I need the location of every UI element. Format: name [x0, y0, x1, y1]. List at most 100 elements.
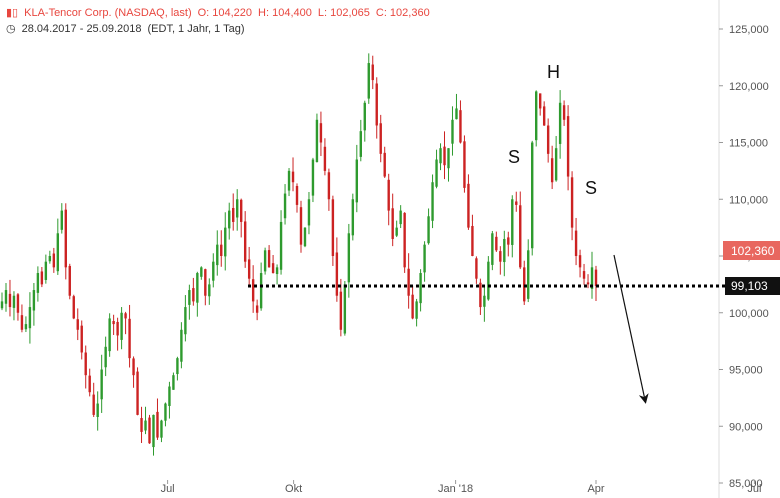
right-shoulder-label: S: [585, 178, 597, 198]
candle-body: [236, 199, 239, 218]
candle-body: [546, 125, 550, 154]
candle-body: [507, 237, 510, 245]
candle-body: [192, 288, 195, 302]
candle-body: [574, 230, 578, 256]
time-tick-label: Okt: [285, 483, 302, 495]
candle-body: [188, 290, 191, 305]
candle-body: [423, 244, 426, 273]
candle-body: [144, 420, 147, 431]
candle-body: [479, 282, 482, 308]
candle-body: [60, 210, 63, 230]
candle-body: [379, 123, 382, 154]
candle-body: [267, 250, 271, 268]
open-value: O: 104,220: [197, 7, 253, 19]
candle-body: [495, 236, 498, 251]
candle-body: [128, 318, 131, 359]
candle-body: [319, 123, 323, 143]
candle-body: [519, 205, 522, 268]
candle-body: [467, 183, 470, 228]
candle-body: [391, 208, 394, 239]
candle-body: [399, 210, 402, 225]
candle-body: [503, 238, 506, 263]
candle-body: [335, 252, 339, 296]
high-value: H: 104,400: [258, 7, 312, 19]
last-price-label: 102,360: [731, 244, 775, 258]
candle-body: [367, 63, 370, 99]
candle-body: [52, 253, 56, 268]
candle-body: [176, 358, 179, 375]
close-value: C: 102,360: [375, 7, 430, 19]
price-tick-label: 125,000: [729, 24, 769, 36]
chart-title: KLA-Tencor Corp. (NASDAQ, last): [24, 7, 192, 19]
candle-body: [287, 170, 291, 191]
candle-body: [311, 159, 315, 196]
candle-body: [36, 273, 40, 293]
candle-body: [550, 158, 554, 183]
price-tick-label: 120,000: [729, 81, 769, 93]
clock-icon: ◷: [6, 23, 16, 35]
price-tick-label: 110,000: [729, 194, 768, 206]
candle-body: [439, 148, 442, 164]
candle-body: [427, 216, 430, 244]
candle-body: [531, 142, 534, 249]
candle-body: [323, 146, 327, 171]
candle-body: [96, 403, 99, 417]
candle-body: [582, 271, 586, 279]
chart-subheader: ◷ 28.04.2017 - 25.09.2018 (EDT, 1 Jahr, 1 …: [6, 22, 251, 35]
candle-body: [0, 301, 4, 309]
candle-body: [40, 271, 44, 285]
candle-body: [347, 233, 351, 283]
price-tick-label: 90,000: [729, 421, 763, 433]
candle-body: [554, 148, 558, 181]
candle-body: [562, 105, 566, 120]
candle-body: [307, 199, 311, 226]
support-price-tag: [725, 277, 780, 295]
low-value: L: 102,065: [317, 7, 370, 19]
candle-body: [499, 251, 502, 262]
candle-body: [132, 358, 135, 376]
candle-body: [243, 221, 247, 262]
candle-body: [64, 209, 67, 268]
candle-body: [542, 106, 546, 126]
candle-body: [100, 369, 103, 400]
candle-body: [263, 250, 267, 272]
candle-body: [594, 269, 598, 286]
time-tick-label: Jan '18: [438, 483, 473, 495]
candle-body: [136, 371, 139, 415]
candle-body: [395, 227, 398, 236]
candle-body: [383, 152, 386, 177]
candle-body: [216, 244, 219, 266]
candle-body: [140, 418, 143, 432]
candle-body: [152, 414, 155, 448]
price-tick-label: 115,000: [729, 138, 768, 150]
candle-body: [487, 261, 490, 300]
candle-body: [24, 324, 28, 330]
candle-body: [403, 212, 406, 268]
candle-body: [483, 295, 486, 307]
candle-body: [455, 108, 458, 120]
candle-body: [315, 119, 319, 163]
candle-body: [68, 265, 71, 296]
candle-body: [224, 227, 227, 257]
candle-body: [164, 403, 167, 421]
candle-body: [295, 185, 299, 205]
price-tick-label: 100,000: [729, 308, 769, 320]
candle-body: [375, 83, 378, 126]
candle-body: [523, 267, 526, 302]
candle-body: [120, 312, 123, 340]
candle-body: [184, 307, 187, 335]
candle-body: [527, 250, 530, 299]
candle-body: [72, 296, 75, 319]
candlestick-icon: ▮▯: [6, 7, 19, 19]
candle-body: [359, 131, 362, 157]
candle-body: [475, 258, 478, 279]
time-tick-label: Jul: [161, 483, 175, 495]
candle-body: [535, 91, 538, 141]
candle-body: [228, 210, 231, 229]
candle-body: [590, 267, 594, 289]
candle-body: [538, 93, 542, 109]
projection-arrow: [613, 254, 649, 404]
candle-body: [32, 290, 36, 311]
candle-body: [411, 294, 414, 319]
